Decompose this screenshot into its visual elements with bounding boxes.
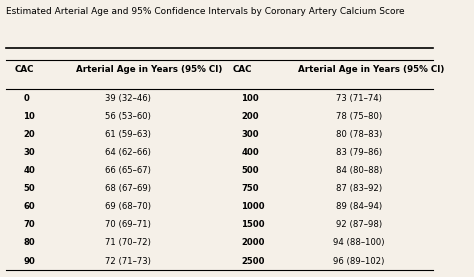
Text: 40: 40 xyxy=(23,166,35,175)
Text: 750: 750 xyxy=(241,184,259,193)
Text: Estimated Arterial Age and 95% Confidence Intervals by Coronary Artery Calcium S: Estimated Arterial Age and 95% Confidenc… xyxy=(6,7,404,16)
Text: 1000: 1000 xyxy=(241,202,265,211)
Text: 2000: 2000 xyxy=(241,238,265,247)
Text: 84 (80–88): 84 (80–88) xyxy=(336,166,383,175)
Text: 70: 70 xyxy=(23,220,35,229)
Text: 200: 200 xyxy=(241,112,259,121)
Text: 400: 400 xyxy=(241,148,259,157)
Text: 60: 60 xyxy=(23,202,35,211)
Text: 10: 10 xyxy=(23,112,35,121)
Text: 80: 80 xyxy=(23,238,35,247)
Text: 92 (87–98): 92 (87–98) xyxy=(336,220,382,229)
Text: 20: 20 xyxy=(23,130,35,139)
Text: 61 (59–63): 61 (59–63) xyxy=(105,130,151,139)
Text: 69 (68–70): 69 (68–70) xyxy=(105,202,151,211)
Text: 30: 30 xyxy=(23,148,35,157)
Text: 89 (84–94): 89 (84–94) xyxy=(336,202,382,211)
Text: 78 (75–80): 78 (75–80) xyxy=(336,112,382,121)
Text: 100: 100 xyxy=(241,94,259,103)
Text: 96 (89–102): 96 (89–102) xyxy=(333,257,385,266)
Text: 39 (32–46): 39 (32–46) xyxy=(105,94,151,103)
Text: 87 (83–92): 87 (83–92) xyxy=(336,184,382,193)
Text: 83 (79–86): 83 (79–86) xyxy=(336,148,382,157)
Text: 70 (69–71): 70 (69–71) xyxy=(105,220,151,229)
Text: 94 (88–100): 94 (88–100) xyxy=(333,238,385,247)
Text: 300: 300 xyxy=(241,130,259,139)
Text: 500: 500 xyxy=(241,166,259,175)
Text: 80 (78–83): 80 (78–83) xyxy=(336,130,382,139)
Text: 0: 0 xyxy=(23,94,29,103)
Text: Arterial Age in Years (95% CI): Arterial Age in Years (95% CI) xyxy=(298,65,445,75)
Text: 2500: 2500 xyxy=(241,257,265,266)
Text: 66 (65–67): 66 (65–67) xyxy=(105,166,151,175)
Text: 72 (71–73): 72 (71–73) xyxy=(105,257,151,266)
Text: 64 (62–66): 64 (62–66) xyxy=(105,148,151,157)
Text: Arterial Age in Years (95% CI): Arterial Age in Years (95% CI) xyxy=(75,65,222,75)
Text: 50: 50 xyxy=(23,184,35,193)
Text: 73 (71–74): 73 (71–74) xyxy=(336,94,382,103)
Text: 90: 90 xyxy=(23,257,35,266)
Text: 68 (67–69): 68 (67–69) xyxy=(105,184,151,193)
Text: CAC: CAC xyxy=(233,65,252,75)
Text: CAC: CAC xyxy=(15,65,34,75)
Text: 1500: 1500 xyxy=(241,220,265,229)
Text: 56 (53–60): 56 (53–60) xyxy=(105,112,151,121)
Text: 71 (70–72): 71 (70–72) xyxy=(105,238,151,247)
